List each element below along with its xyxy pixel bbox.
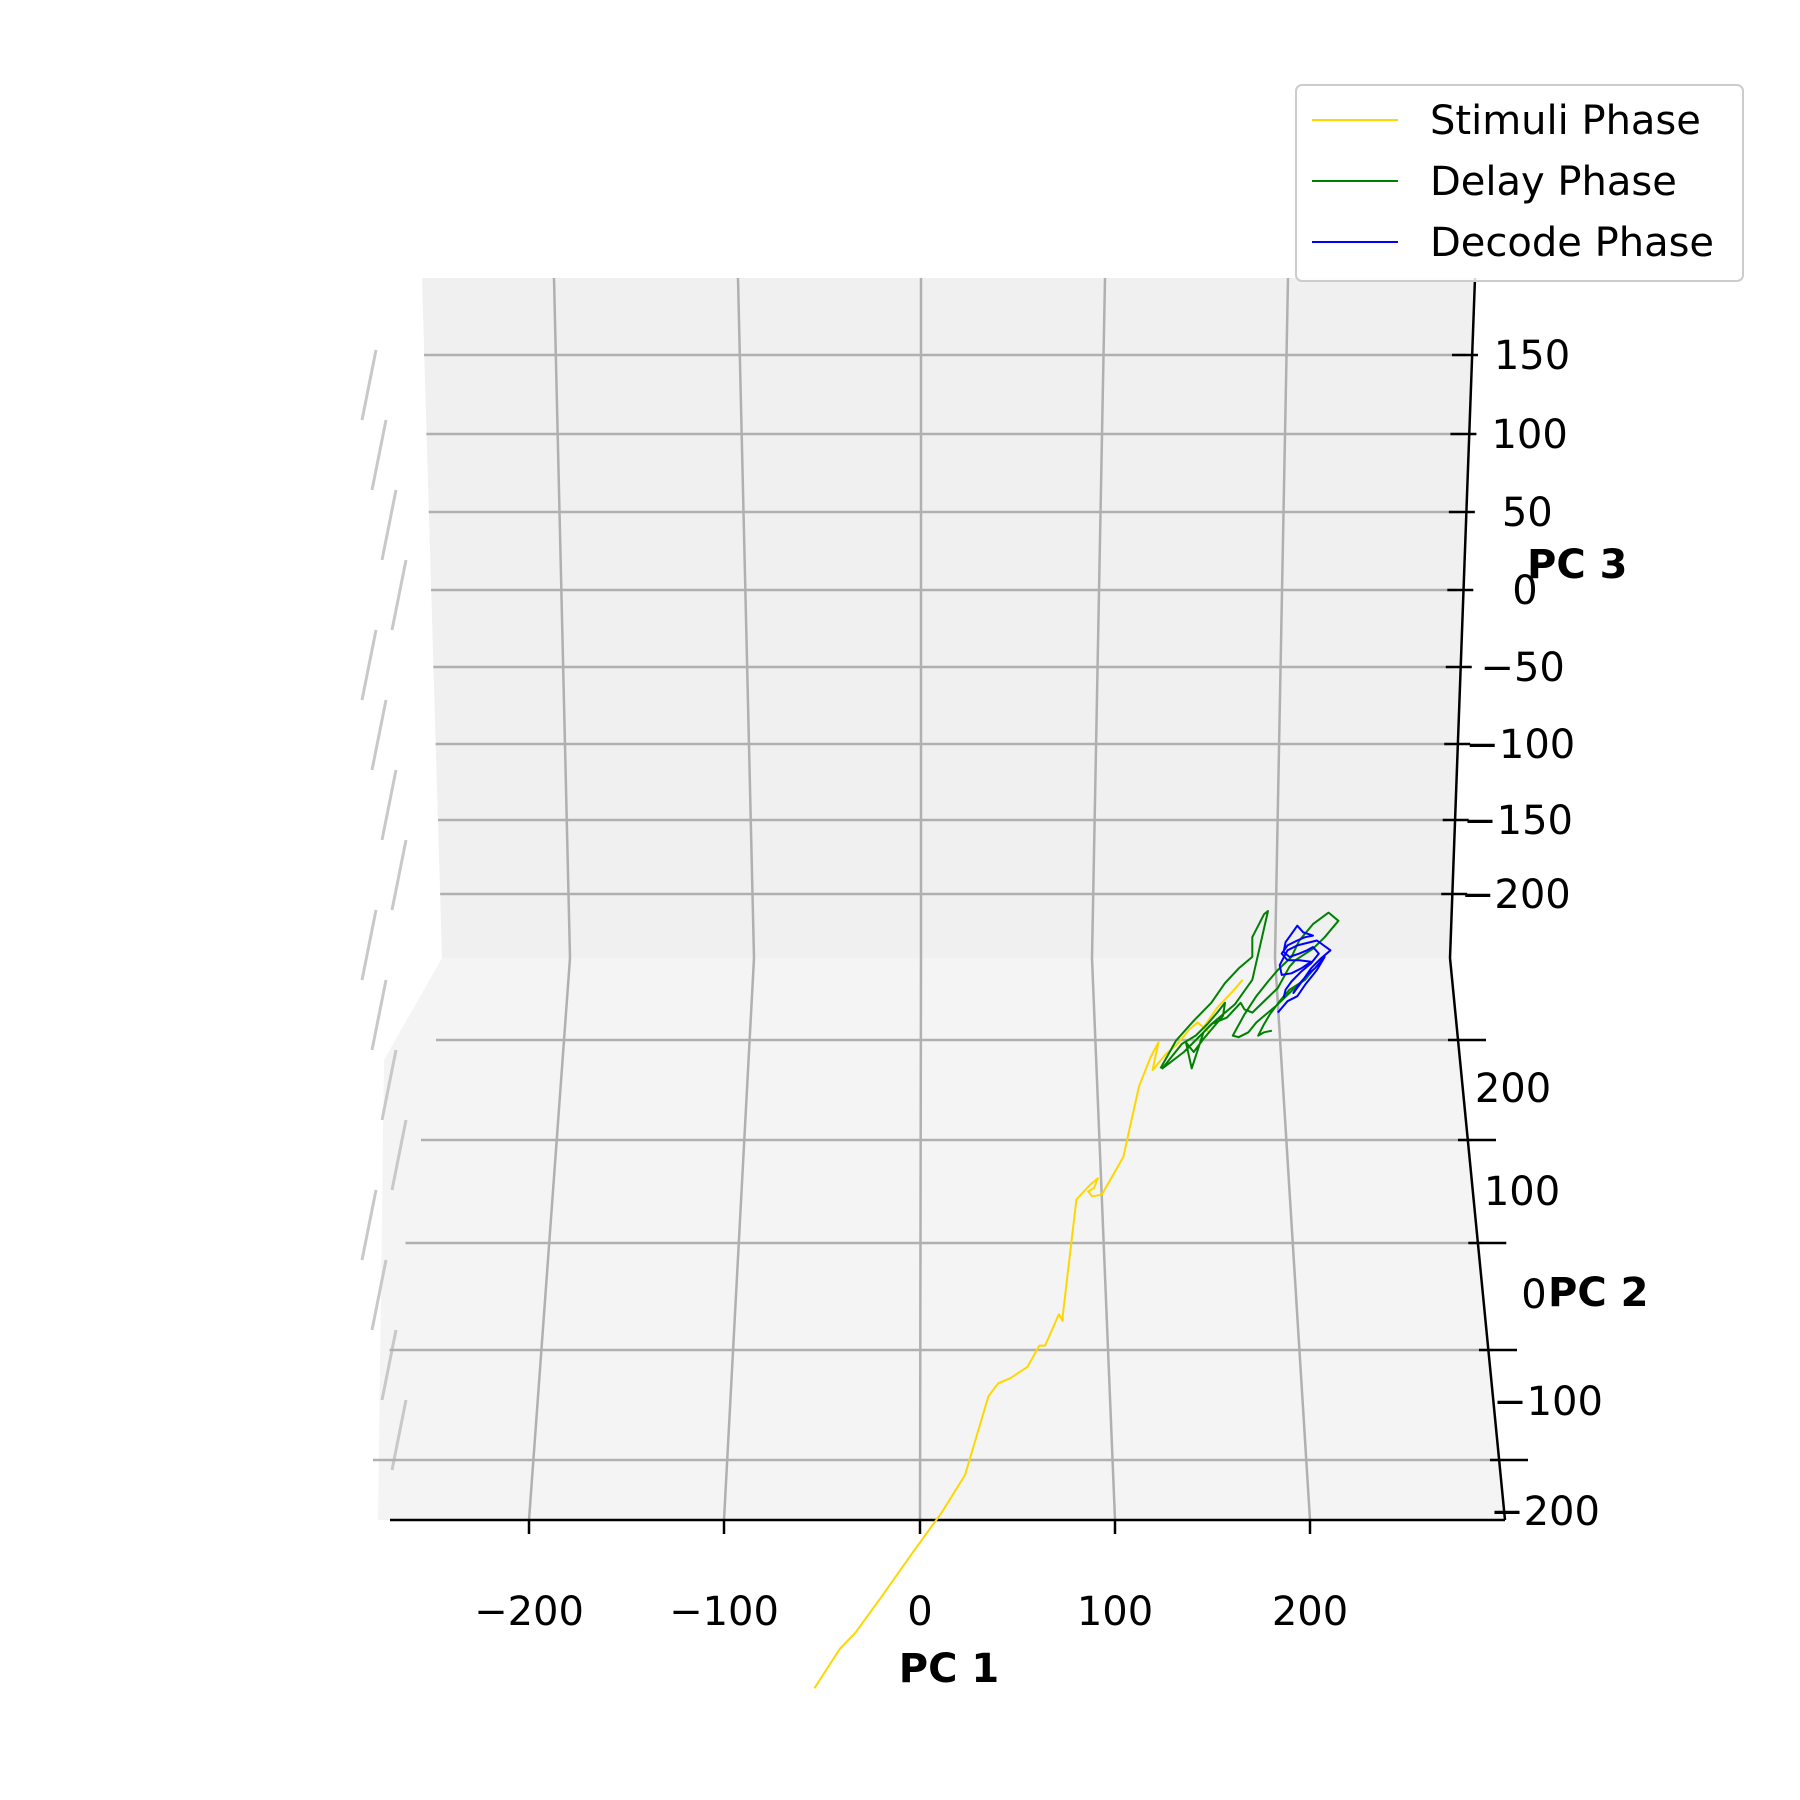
y-tick-label: 100: [1484, 1169, 1560, 1215]
y-tick-label: 200: [1475, 1066, 1551, 1112]
side-grid-line: [380, 489, 398, 561]
side-grid-line: [390, 559, 408, 631]
x-grid-line: [1273, 277, 1290, 959]
x-tick-label: 0: [907, 1589, 932, 1635]
x-tick-label: 200: [1272, 1589, 1348, 1635]
x-tick-label: 100: [1077, 1589, 1153, 1635]
side-grid-line: [360, 1189, 378, 1261]
side-grid-line: [360, 629, 378, 701]
side-grid-line: [380, 1329, 398, 1401]
back-pane-fill: [422, 278, 1475, 958]
side-grid-line: [360, 349, 378, 421]
series-line-stimuli-phase: [813, 979, 1244, 1689]
legend: Stimuli Phase Delay Phase Decode Phase: [1295, 84, 1744, 282]
x-grid-line: [552, 277, 572, 959]
y-axis-title: PC 2: [1548, 1270, 1648, 1316]
x-tick-label: −200: [474, 1589, 584, 1635]
x-grid-line-floor: [1273, 957, 1312, 1521]
side-grid-line: [370, 979, 388, 1051]
series-line-decode-phase: [1277, 924, 1332, 1014]
side-grid-line: [390, 1399, 408, 1471]
z-tick-label: 100: [1491, 412, 1567, 458]
y-tick-label: −200: [1490, 1489, 1600, 1535]
z-tick-label: −50: [1480, 645, 1564, 691]
legend-label: Decode Phase: [1430, 220, 1714, 266]
y-tick-label: −100: [1493, 1379, 1603, 1425]
back-pane: [360, 277, 1505, 1520]
z-tick-label: 0: [1512, 568, 1537, 614]
z-tick-label: 150: [1494, 333, 1570, 379]
x-axis-title: PC 1: [899, 1646, 999, 1692]
z-tick-label: −150: [1463, 798, 1573, 844]
z-tick-label: −100: [1465, 722, 1575, 768]
x-grid-line-floor: [918, 957, 923, 1521]
series-line-delay-phase: [1159, 910, 1340, 1070]
legend-box: [1295, 84, 1744, 282]
z-tick-label: 50: [1502, 490, 1553, 536]
legend-label: Delay Phase: [1430, 159, 1677, 205]
x-grid-line: [736, 277, 756, 959]
side-grid-line: [390, 839, 408, 911]
side-grid-line: [390, 1119, 408, 1191]
x-tick-label: −100: [669, 1589, 779, 1635]
z-axis-line: [1448, 277, 1477, 959]
y-tick-label: 0: [1521, 1272, 1546, 1318]
side-grid-line: [380, 1049, 398, 1121]
side-grid-line: [370, 699, 388, 771]
series-layer: [813, 910, 1340, 1689]
side-grid-line: [380, 769, 398, 841]
z-tick-label: −200: [1461, 872, 1571, 918]
axis-titles: PC 1 PC 2 PC 3: [899, 542, 1649, 1692]
x-grid-line-floor: [527, 957, 572, 1521]
floor-pane: [373, 957, 1504, 1521]
x-grid-line-floor: [722, 957, 756, 1521]
side-grid-line: [360, 909, 378, 981]
x-grid-line-floor: [1090, 957, 1117, 1521]
legend-label: Stimuli Phase: [1430, 98, 1701, 144]
axes: 150 100 50 0 −50 −100 −150 −200 −200 −100 0 100 200 2…: [390, 277, 1603, 1635]
y-axis-line: [1448, 957, 1507, 1521]
side-grid-line: [370, 419, 388, 491]
z-axis-title: PC 3: [1527, 542, 1627, 588]
side-grid-line: [370, 1259, 388, 1331]
x-grid-line: [1090, 277, 1107, 959]
